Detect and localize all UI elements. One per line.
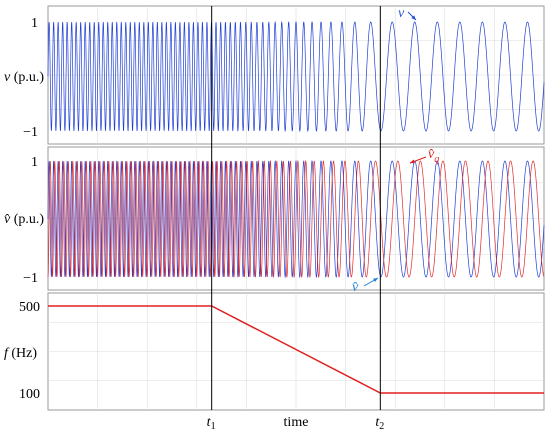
yaxis-label: v (p.u.)	[4, 70, 44, 85]
ytick-label: 500	[19, 300, 40, 315]
annotation-vhat-arrow-head	[373, 278, 378, 282]
xaxis-label: time	[284, 415, 309, 430]
yaxis-label: f (Hz)	[4, 346, 37, 361]
annotation-v-arrow-head	[411, 15, 416, 20]
ytick-label: −1	[23, 125, 38, 140]
ytick-label: 100	[19, 387, 40, 402]
series-vhat-q	[47, 159, 545, 279]
ytick-label: 1	[31, 16, 38, 31]
series-f	[48, 305, 544, 394]
annotation-v: v	[398, 6, 405, 21]
series-v	[47, 20, 545, 133]
annotation-vhat-q-arrow-head	[410, 159, 415, 164]
xtick-t1: t1	[207, 415, 216, 432]
ytick-label: −1	[23, 271, 38, 286]
annotation-vhat: v̂	[352, 280, 359, 295]
yaxis-label: v̂ (p.u.)	[4, 212, 44, 227]
xtick-t2: t2	[375, 415, 384, 432]
ytick-label: 1	[31, 155, 38, 170]
annotation-vhat-q: v̂q	[428, 147, 439, 165]
series-vhat	[47, 159, 545, 279]
